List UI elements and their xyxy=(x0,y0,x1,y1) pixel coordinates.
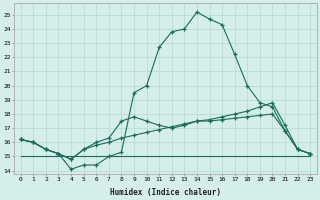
X-axis label: Humidex (Indice chaleur): Humidex (Indice chaleur) xyxy=(110,188,221,197)
